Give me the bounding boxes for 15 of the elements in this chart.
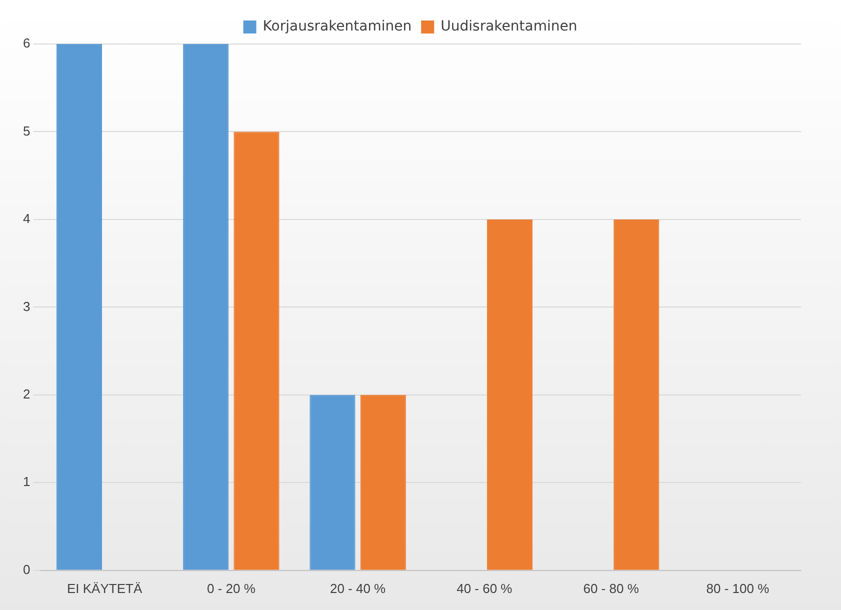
- y-tick-label: 3: [22, 298, 30, 314]
- x-tick-label: EI KÄYTETÄ: [66, 580, 142, 596]
- x-tick-label: 80 - 100 %: [706, 580, 770, 596]
- x-tick-label: 20 - 40 %: [330, 580, 386, 596]
- x-tick-label: 60 - 80 %: [583, 580, 640, 596]
- y-tick-label: 4: [22, 211, 30, 226]
- x-tick-label: 0 - 20 %: [206, 580, 256, 596]
- legend-label: Uudisrakentaminen: [440, 18, 578, 35]
- x-tick-label: 40 - 60 %: [456, 580, 513, 596]
- y-tick-label: 5: [22, 123, 30, 138]
- y-tick-label: 0: [22, 562, 30, 577]
- y-tick-label: 2: [22, 386, 30, 402]
- y-tick-label: 1: [22, 474, 30, 490]
- y-tick-label: 6: [22, 36, 30, 51]
- legend-label: Korjausrakentaminen: [262, 18, 412, 35]
